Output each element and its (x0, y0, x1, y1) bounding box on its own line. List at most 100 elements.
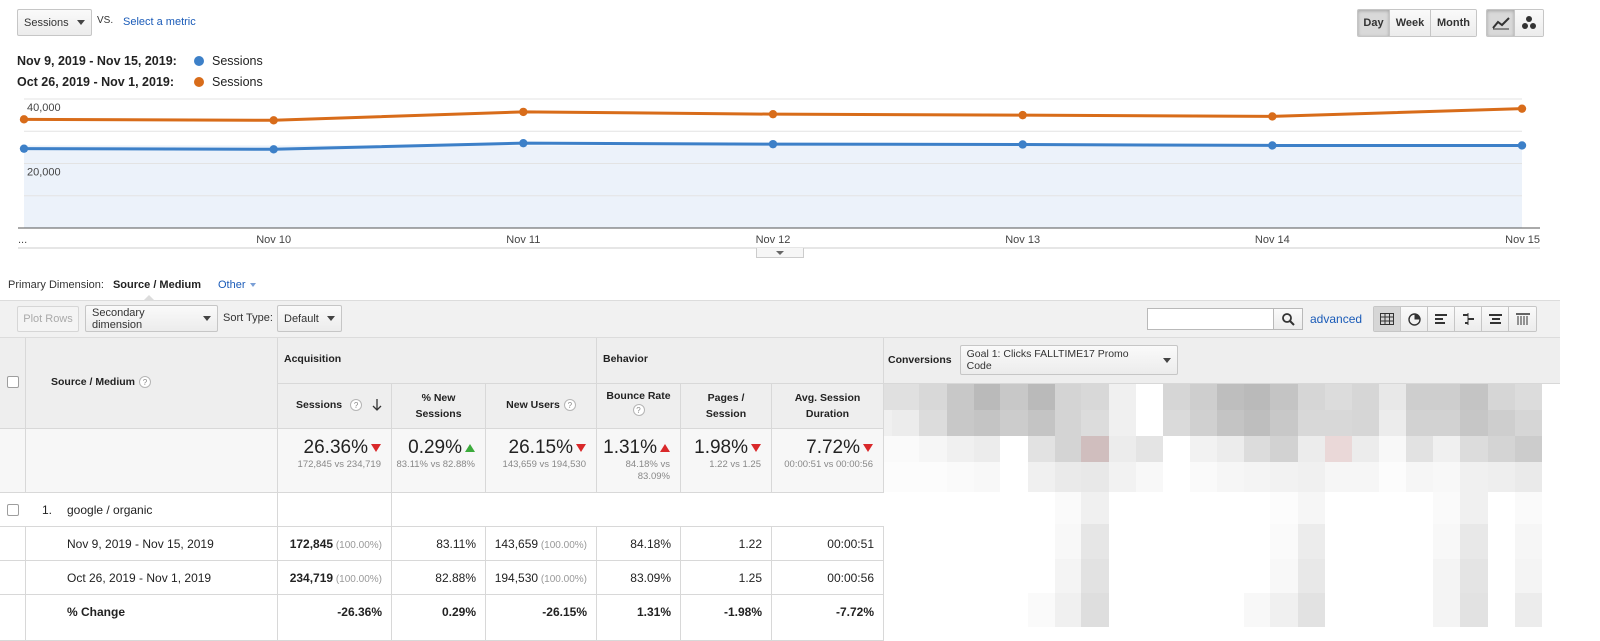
row-1-source-medium[interactable]: google / organic (67, 503, 153, 517)
blurred-pixel (1460, 410, 1488, 436)
sort-descending-icon[interactable] (372, 399, 382, 411)
advanced-link[interactable]: advanced (1310, 312, 1363, 326)
help-icon[interactable]: ? (139, 376, 152, 388)
blurred-pixel (1217, 462, 1244, 492)
summary-new-sessions-cell: 0.29% 83.11% vs 82.88% (392, 429, 486, 493)
summary-bounce-rate-value-text: 1.31% (603, 437, 657, 458)
avg-duration-column-header[interactable]: Avg. Session Duration (772, 384, 884, 429)
select-all-cell (0, 338, 26, 429)
select-metric-link[interactable]: Select a metric (123, 16, 196, 28)
blurred-pixel (1136, 436, 1163, 462)
blurred-pixel (1460, 593, 1488, 627)
blurred-pixel (1379, 436, 1406, 462)
series-point (1517, 141, 1527, 150)
day-button[interactable]: Day (1358, 10, 1390, 36)
blurred-pixel (1515, 436, 1542, 462)
sort-type-label: Sort Type: (223, 312, 273, 324)
other-dimension-link[interactable]: Other (218, 279, 256, 291)
x-tick-label: ... (18, 234, 27, 246)
chevron-down-icon (249, 283, 256, 287)
behavior-group-header: Behavior (597, 338, 884, 384)
blurred-pixel (1515, 524, 1542, 559)
row-1-checkbox[interactable] (7, 504, 19, 516)
data-view-button[interactable] (1374, 307, 1401, 331)
change-row-sessions-cell: -26.36% (278, 595, 392, 641)
period-row-sessions-cell: 172,845 (100.00%) (278, 527, 392, 561)
period-row-sessions-value: 234,719 (289, 571, 334, 585)
primary-dimension-active[interactable]: Source / Medium (112, 279, 201, 291)
blurred-pixel (1352, 384, 1379, 410)
blurred-pixel (1515, 492, 1542, 524)
blurred-pixel (1298, 436, 1325, 462)
summary-bounce-rate-cell: 1.31% 84.18% vs 83.09% (597, 429, 681, 493)
blurred-pixel (1270, 436, 1298, 462)
blurred-pixel (1244, 462, 1270, 492)
blurred-pixel (1244, 384, 1270, 410)
new-users-column-header[interactable]: New Users ? (486, 384, 597, 429)
blurred-pixel (884, 410, 892, 436)
blurred-pixel (1460, 524, 1488, 559)
blurred-pixel (1433, 436, 1460, 462)
help-icon[interactable]: ? (632, 404, 645, 417)
select-all-checkbox[interactable] (7, 376, 19, 388)
change-row-bounce-rate-cell: 1.31% (597, 595, 681, 641)
bounce-rate-column-header[interactable]: Bounce Rate ? (597, 384, 681, 429)
table-search-input[interactable] (1147, 308, 1274, 330)
blurred-pixel (1081, 436, 1109, 462)
blurred-pixel (1488, 462, 1515, 492)
period-row-new-users-percent: (100.00%) (538, 574, 587, 585)
x-tick-label: Nov 13 (1005, 234, 1040, 246)
period-row-sessions-percent: (100.00%) (333, 574, 382, 585)
blurred-pixel (1488, 410, 1515, 436)
y-tick-label: 40,000 (27, 102, 61, 114)
change-row-pages-session-cell: -1.98% (681, 595, 772, 641)
blurred-pixel (1028, 593, 1055, 627)
sessions-line-chart: 40,000 20,000... Nov 10 Nov 11 Nov 12 Nov 13 N… (18, 98, 1540, 249)
legend-current: Nov 9, 2019 - Nov 15, 2019: Sessions (17, 54, 263, 68)
term-cloud-view-button[interactable] (1482, 307, 1509, 331)
help-icon[interactable]: ? (350, 399, 363, 411)
sort-type-value: Default (284, 312, 319, 325)
week-button[interactable]: Week (1390, 10, 1431, 36)
sessions-column-header[interactable]: Sessions ? (278, 384, 392, 429)
secondary-dimension-select[interactable]: Secondary dimension (85, 305, 218, 332)
chevron-down-icon (326, 316, 335, 321)
blurred-pixel (1217, 384, 1244, 410)
help-icon[interactable]: ? (563, 399, 576, 411)
pages-session-column-header[interactable]: Pages / Session (681, 384, 772, 429)
conversions-group-header: Conversions Goal 1: Clicks FALLTIME17 Pr… (884, 338, 1560, 384)
chart-collapse-handle[interactable] (756, 248, 804, 258)
plot-rows-button[interactable]: Plot Rows (17, 306, 79, 332)
blurred-pixel (1055, 384, 1081, 410)
series-point (1268, 141, 1277, 150)
period-row-pages-session-cell: 1.22 (681, 527, 772, 561)
metric-select[interactable]: Sessions (17, 9, 92, 36)
blurred-pixel (1081, 492, 1109, 524)
comparison-view-button[interactable] (1455, 307, 1482, 331)
series-point (19, 144, 29, 153)
source-medium-header[interactable]: Source / Medium ? (26, 338, 278, 429)
blurred-pixel (1379, 462, 1406, 492)
new-sessions-column-header[interactable]: % New Sessions (392, 384, 486, 429)
period-row-sessions-cell: 234,719 (100.00%) (278, 561, 392, 595)
motion-chart-button[interactable] (1515, 10, 1543, 36)
month-button[interactable]: Month (1431, 10, 1476, 36)
vs-label: VS. (97, 15, 114, 26)
percentage-view-button[interactable] (1401, 307, 1428, 331)
blurred-pixel (1460, 492, 1488, 524)
period-row-sessions-value: 172,845 (289, 537, 334, 551)
x-tick-label: Nov 14 (1255, 234, 1290, 246)
blurred-pixel (1109, 384, 1136, 410)
other-dimension-label: Other (218, 279, 246, 291)
line-chart-button[interactable] (1487, 10, 1515, 36)
pivot-view-button[interactable] (1509, 307, 1536, 331)
sort-type-select[interactable]: Default (277, 305, 342, 332)
period-row-label: Nov 9, 2019 - Nov 15, 2019 (67, 537, 214, 551)
blurred-pixel (1270, 524, 1298, 559)
blurred-pixel (884, 436, 892, 462)
performance-view-button[interactable] (1428, 307, 1455, 331)
goal-select[interactable]: Goal 1: Clicks FALLTIME17 Promo Code (959, 345, 1178, 375)
table-search-button[interactable] (1273, 308, 1303, 330)
blurred-pixel (1325, 436, 1352, 462)
summary-bounce-rate-value: 1.31% (601, 437, 670, 459)
